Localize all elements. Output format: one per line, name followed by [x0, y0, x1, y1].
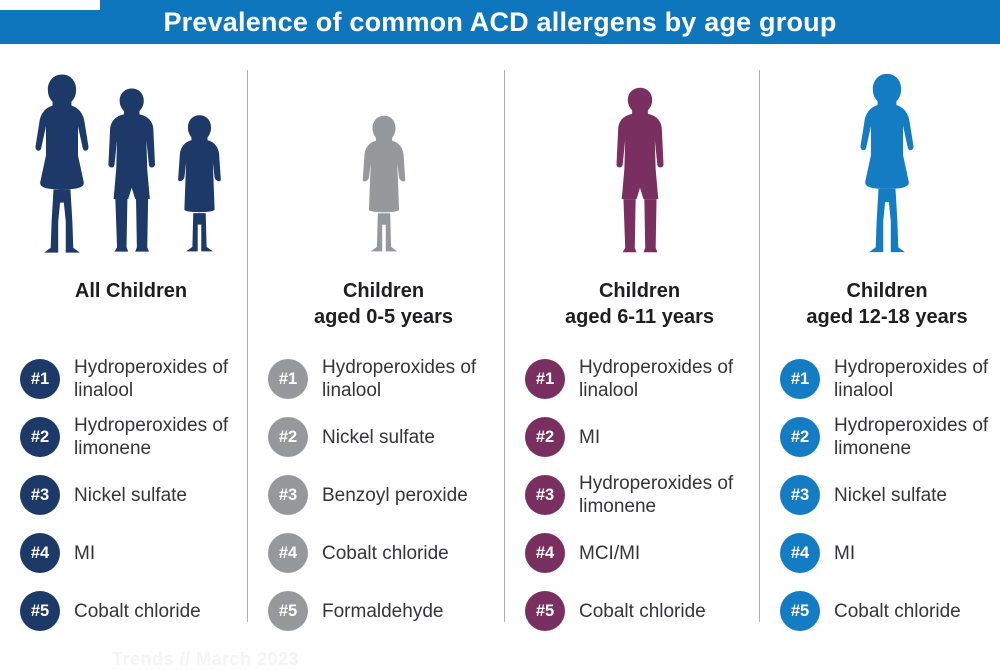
rank-label: Cobalt chloride — [579, 600, 706, 622]
rank-row: #5 Cobalt chloride — [525, 582, 754, 640]
rank-badge: #3 — [268, 475, 308, 515]
rank-label: Cobalt chloride — [74, 600, 201, 622]
rank-row: #1 Hydroperoxides of linalool — [525, 350, 754, 408]
column-title: All Children — [20, 278, 242, 330]
rank-badge: #1 — [525, 359, 565, 399]
column-aged-12-18: Children aged 12-18 years #1 Hydroperoxi… — [760, 44, 1000, 667]
rank-row: #1 Hydroperoxides of linalool — [20, 350, 242, 408]
rank-label: Benzoyl peroxide — [322, 484, 468, 506]
rank-label: Hydroperoxides of linalool — [74, 357, 229, 401]
rank-badge: #4 — [780, 533, 820, 573]
rank-label: Hydroperoxides of limonene — [579, 473, 734, 517]
rank-row: #4 Cobalt chloride — [268, 524, 499, 582]
rank-badge: #5 — [20, 591, 60, 631]
three-children-silhouette-icon — [35, 74, 221, 253]
header-notch — [0, 0, 100, 10]
boy-silhouette-icon — [615, 87, 664, 253]
column-title-line1: Children — [846, 280, 928, 302]
rank-label: Nickel sulfate — [322, 426, 435, 448]
rank-row: #1 Hydroperoxides of linalool — [268, 350, 499, 408]
rank-badge: #1 — [268, 359, 308, 399]
rank-list: #1 Hydroperoxides of linalool #2 Hydrope… — [780, 350, 994, 640]
columns-container: All Children #1 Hydroperoxides of linalo… — [0, 44, 1000, 667]
rank-label: Nickel sulfate — [834, 484, 947, 506]
rank-list: #1 Hydroperoxides of linalool #2 MI #3 H… — [525, 350, 754, 640]
column-aged-6-11: Children aged 6-11 years #1 Hydroperoxid… — [505, 44, 760, 667]
column-title-line1: Children — [342, 280, 425, 302]
column-title-line1: Children — [598, 280, 681, 302]
rank-row: #2 Hydroperoxides of limonene — [20, 408, 242, 466]
rank-label: Formaldehyde — [322, 600, 444, 622]
rank-label: MI — [579, 426, 601, 448]
rank-badge: #5 — [780, 591, 820, 631]
rank-badge: #4 — [525, 533, 565, 573]
rank-label: Cobalt chloride — [322, 542, 449, 564]
rank-row: #3 Benzoyl peroxide — [268, 466, 499, 524]
column-title: Children aged 6-11 years — [525, 278, 754, 330]
rank-label: Nickel sulfate — [74, 484, 187, 506]
rank-row: #4 MCI/MI — [525, 524, 754, 582]
rank-label: MI — [74, 542, 96, 564]
column-title-line1: All Children — [74, 280, 188, 302]
rank-list: #1 Hydroperoxides of linalool #2 Hydrope… — [20, 350, 242, 640]
rank-label: Hydroperoxides of limonene — [834, 415, 989, 459]
rank-label: MCI/MI — [579, 542, 641, 564]
young-child-silhouette-icon — [362, 115, 405, 252]
figure-box — [525, 44, 754, 254]
rank-label: Hydroperoxides of linalool — [579, 357, 734, 401]
rank-badge: #4 — [268, 533, 308, 573]
rank-badge: #2 — [20, 417, 60, 457]
rank-badge: #5 — [525, 591, 565, 631]
rank-row: #4 MI — [780, 524, 994, 582]
rank-row: #5 Cobalt chloride — [20, 582, 242, 640]
rank-label: Hydroperoxides of limonene — [74, 415, 229, 459]
column-all-children: All Children #1 Hydroperoxides of linalo… — [0, 44, 248, 667]
rank-label: Hydroperoxides of linalool — [834, 357, 989, 401]
rank-row: #3 Nickel sulfate — [20, 466, 242, 524]
column-title: Children aged 0-5 years — [268, 278, 499, 330]
rank-row: #5 Cobalt chloride — [780, 582, 994, 640]
rank-list: #1 Hydroperoxides of linalool #2 Nickel … — [268, 350, 499, 640]
rank-label: Hydroperoxides of linalool — [322, 357, 477, 401]
column-title-line2: aged 6-11 years — [565, 306, 714, 328]
column-aged-0-5: Children aged 0-5 years #1 Hydroperoxide… — [248, 44, 505, 667]
column-title-line2: aged 0-5 years — [314, 306, 453, 328]
rank-row: #3 Nickel sulfate — [780, 466, 994, 524]
column-divider — [247, 70, 248, 622]
rank-row: #2 Nickel sulfate — [268, 408, 499, 466]
page-title: Prevalence of common ACD allergens by ag… — [163, 6, 837, 37]
rank-label: Cobalt chloride — [834, 600, 961, 622]
rank-row: #2 MI — [525, 408, 754, 466]
column-title-line2: aged 12-18 years — [806, 306, 968, 328]
footer-watermark: Trends // March 2023 — [112, 649, 300, 669]
figure-box — [268, 44, 499, 254]
rank-label: MI — [834, 542, 856, 564]
column-divider — [759, 70, 760, 622]
rank-badge: #1 — [20, 359, 60, 399]
rank-badge: #1 — [780, 359, 820, 399]
rank-badge: #3 — [525, 475, 565, 515]
column-title: Children aged 12-18 years — [780, 278, 994, 330]
rank-row: #4 MI — [20, 524, 242, 582]
rank-row: #3 Hydroperoxides of limonene — [525, 466, 754, 524]
figure-box — [20, 44, 242, 254]
column-divider — [504, 70, 505, 622]
teen-girl-silhouette-icon — [860, 73, 914, 253]
rank-badge: #3 — [780, 475, 820, 515]
rank-badge: #2 — [525, 417, 565, 457]
rank-row: #1 Hydroperoxides of linalool — [780, 350, 994, 408]
rank-badge: #4 — [20, 533, 60, 573]
rank-badge: #5 — [268, 591, 308, 631]
figure-box — [780, 44, 994, 254]
rank-badge: #2 — [268, 417, 308, 457]
rank-badge: #2 — [780, 417, 820, 457]
header-bar: Prevalence of common ACD allergens by ag… — [0, 0, 1000, 44]
rank-row: #5 Formaldehyde — [268, 582, 499, 640]
rank-badge: #3 — [20, 475, 60, 515]
rank-row: #2 Hydroperoxides of limonene — [780, 408, 994, 466]
